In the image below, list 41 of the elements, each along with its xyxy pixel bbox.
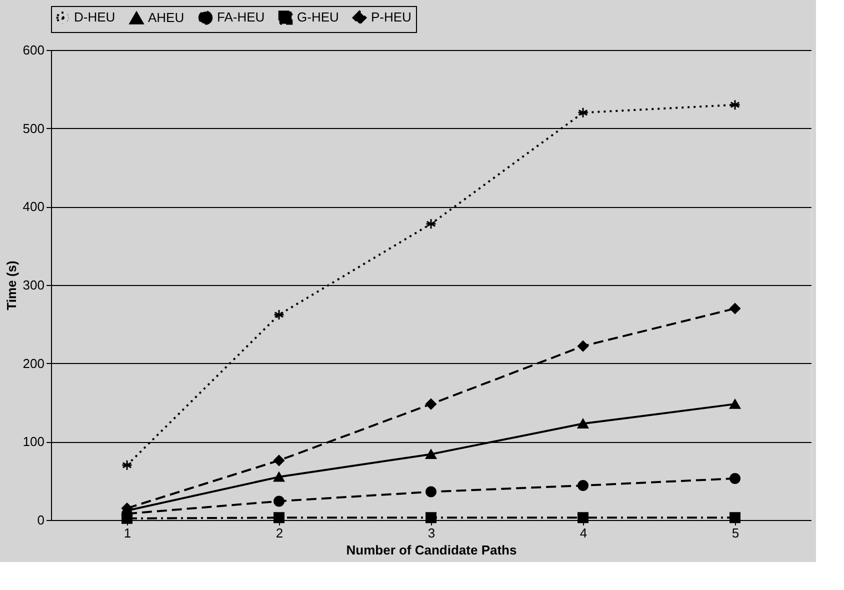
point [426, 486, 436, 498]
y-tick-label: 300 [22, 278, 44, 292]
point [274, 309, 284, 320]
point [426, 512, 436, 524]
y-tick-label: 400 [22, 199, 44, 214]
y-tick-label: 100 [22, 434, 44, 450]
x-tick-label: 1 [124, 526, 132, 540]
point [730, 399, 740, 409]
point [274, 472, 284, 482]
point [122, 512, 132, 524]
legend-label: AHEU [148, 10, 184, 26]
point [122, 460, 132, 471]
y-tick-label: 500 [22, 120, 44, 136]
y-tick-label: 600 [22, 42, 44, 58]
point [730, 99, 740, 110]
legend-label: D-HEU [74, 10, 116, 25]
x-tick-label: 4 [580, 526, 588, 540]
point [730, 303, 740, 314]
y-tick-label: 200 [22, 356, 44, 371]
point [426, 449, 436, 460]
legend-label: G-HEU [297, 10, 339, 25]
point [578, 418, 588, 429]
x-tick-label: 5 [732, 526, 740, 540]
y-axis-title: Time (s) [4, 260, 19, 310]
point [578, 107, 588, 118]
point [426, 218, 436, 230]
legend-label: P-HEU [371, 10, 412, 25]
point [730, 473, 740, 484]
point [274, 454, 284, 466]
point [578, 512, 588, 524]
x-tick-label: 3 [428, 526, 436, 540]
point [730, 512, 740, 524]
point [426, 398, 436, 410]
point [274, 496, 284, 507]
point [274, 512, 284, 524]
x-tick-label: 2 [276, 526, 284, 540]
x-axis-title: Number of Candidate Paths [346, 542, 517, 558]
legend-label: FA-HEU [217, 10, 265, 25]
y-tick-label: 0 [37, 512, 44, 528]
point [578, 340, 588, 352]
point [578, 480, 588, 492]
